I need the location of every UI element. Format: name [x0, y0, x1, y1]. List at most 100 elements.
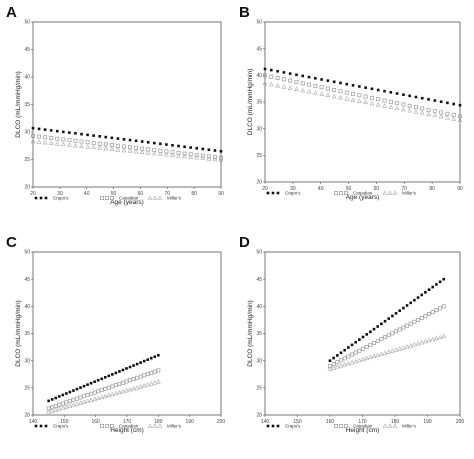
data-point — [176, 153, 181, 158]
data-point — [361, 335, 365, 339]
legend-label: Canadian — [119, 424, 139, 429]
data-point — [120, 388, 126, 394]
data-point — [389, 91, 393, 94]
data-point — [419, 315, 424, 320]
legend-marker — [266, 424, 270, 428]
series-crapo-s — [47, 353, 160, 403]
data-point — [437, 334, 443, 340]
data-point — [295, 73, 298, 77]
y-tick-label: 45 — [24, 277, 30, 283]
data-point — [46, 409, 52, 414]
legend-marker — [105, 196, 109, 200]
data-point — [189, 146, 192, 149]
data-point — [145, 382, 151, 387]
data-point — [358, 85, 361, 88]
data-point — [332, 87, 337, 92]
data-point — [342, 362, 348, 367]
legend-marker — [39, 424, 43, 428]
data-point — [37, 134, 42, 139]
data-point — [409, 301, 413, 305]
legend-marker — [392, 190, 398, 195]
data-point — [431, 285, 435, 289]
data-point — [426, 111, 431, 116]
data-point — [42, 140, 48, 145]
data-point — [338, 95, 343, 100]
data-point — [74, 401, 80, 406]
data-point — [312, 90, 318, 95]
data-point — [134, 139, 138, 143]
data-point — [427, 288, 431, 291]
x-axis-title: Height (cm) — [346, 427, 380, 434]
data-point — [195, 146, 199, 150]
y-tick-label: 35 — [24, 331, 30, 337]
data-point — [103, 376, 107, 379]
legend-marker — [387, 190, 393, 195]
data-point — [357, 348, 362, 353]
data-point — [397, 346, 403, 351]
data-point — [121, 147, 127, 153]
x-tick-label: 70 — [165, 191, 171, 197]
legend-label: Miller's — [402, 191, 417, 196]
data-point — [419, 110, 425, 115]
data-point — [188, 154, 194, 159]
panel-A: A 20 30 40 50 60 70 80 90 20 25 30 35 40 45 50 Age (year… — [6, 4, 224, 206]
data-point — [200, 153, 205, 158]
data-point — [263, 67, 267, 71]
data-point — [78, 400, 83, 405]
panel-letter: A — [6, 4, 17, 21]
legend-marker — [105, 424, 109, 428]
series-canadian — [263, 73, 462, 119]
data-point — [115, 147, 121, 152]
data-point — [338, 89, 343, 94]
x-tick-label: 160 — [91, 419, 100, 425]
data-point — [360, 356, 366, 362]
data-point — [408, 343, 414, 348]
data-point — [427, 98, 430, 101]
data-point — [75, 387, 79, 391]
x-tick-label: 30 — [290, 186, 296, 192]
x-tick-label: 40 — [318, 186, 324, 192]
data-point — [207, 148, 211, 152]
data-point — [407, 108, 413, 113]
data-point — [85, 144, 90, 149]
data-point — [419, 340, 425, 345]
data-point — [334, 364, 340, 369]
y-tick-label: 20 — [256, 180, 262, 186]
y-tick-label: 20 — [256, 413, 262, 419]
data-point — [365, 333, 368, 336]
x-tick-label: 50 — [111, 191, 117, 197]
data-point — [395, 92, 399, 95]
data-point — [171, 143, 174, 147]
legend-marker — [44, 196, 48, 200]
data-point — [73, 138, 78, 143]
data-point — [383, 335, 387, 340]
data-point — [349, 359, 355, 365]
data-point — [85, 398, 90, 403]
data-point — [307, 82, 311, 87]
data-point — [423, 314, 428, 318]
data-point — [60, 141, 66, 147]
y-tick-label: 25 — [256, 386, 262, 392]
data-point — [36, 139, 42, 144]
data-point — [63, 404, 69, 409]
data-point — [361, 346, 365, 351]
data-point — [86, 133, 89, 137]
y-tick-label: 35 — [24, 102, 30, 108]
data-point — [320, 78, 323, 81]
series-miller-s — [46, 379, 161, 414]
data-point — [389, 348, 395, 353]
data-point — [111, 373, 114, 376]
data-point — [345, 361, 351, 366]
data-point — [339, 351, 343, 355]
legend-marker — [266, 191, 270, 195]
data-point — [146, 141, 150, 144]
data-point — [107, 374, 111, 378]
data-point — [72, 389, 75, 392]
y-tick-label: 50 — [256, 250, 262, 256]
data-point — [422, 338, 428, 344]
data-point — [380, 322, 383, 326]
data-point — [376, 88, 380, 92]
data-point — [99, 394, 105, 400]
data-point — [313, 83, 318, 88]
x-axis-title: Age (years) — [110, 199, 144, 206]
